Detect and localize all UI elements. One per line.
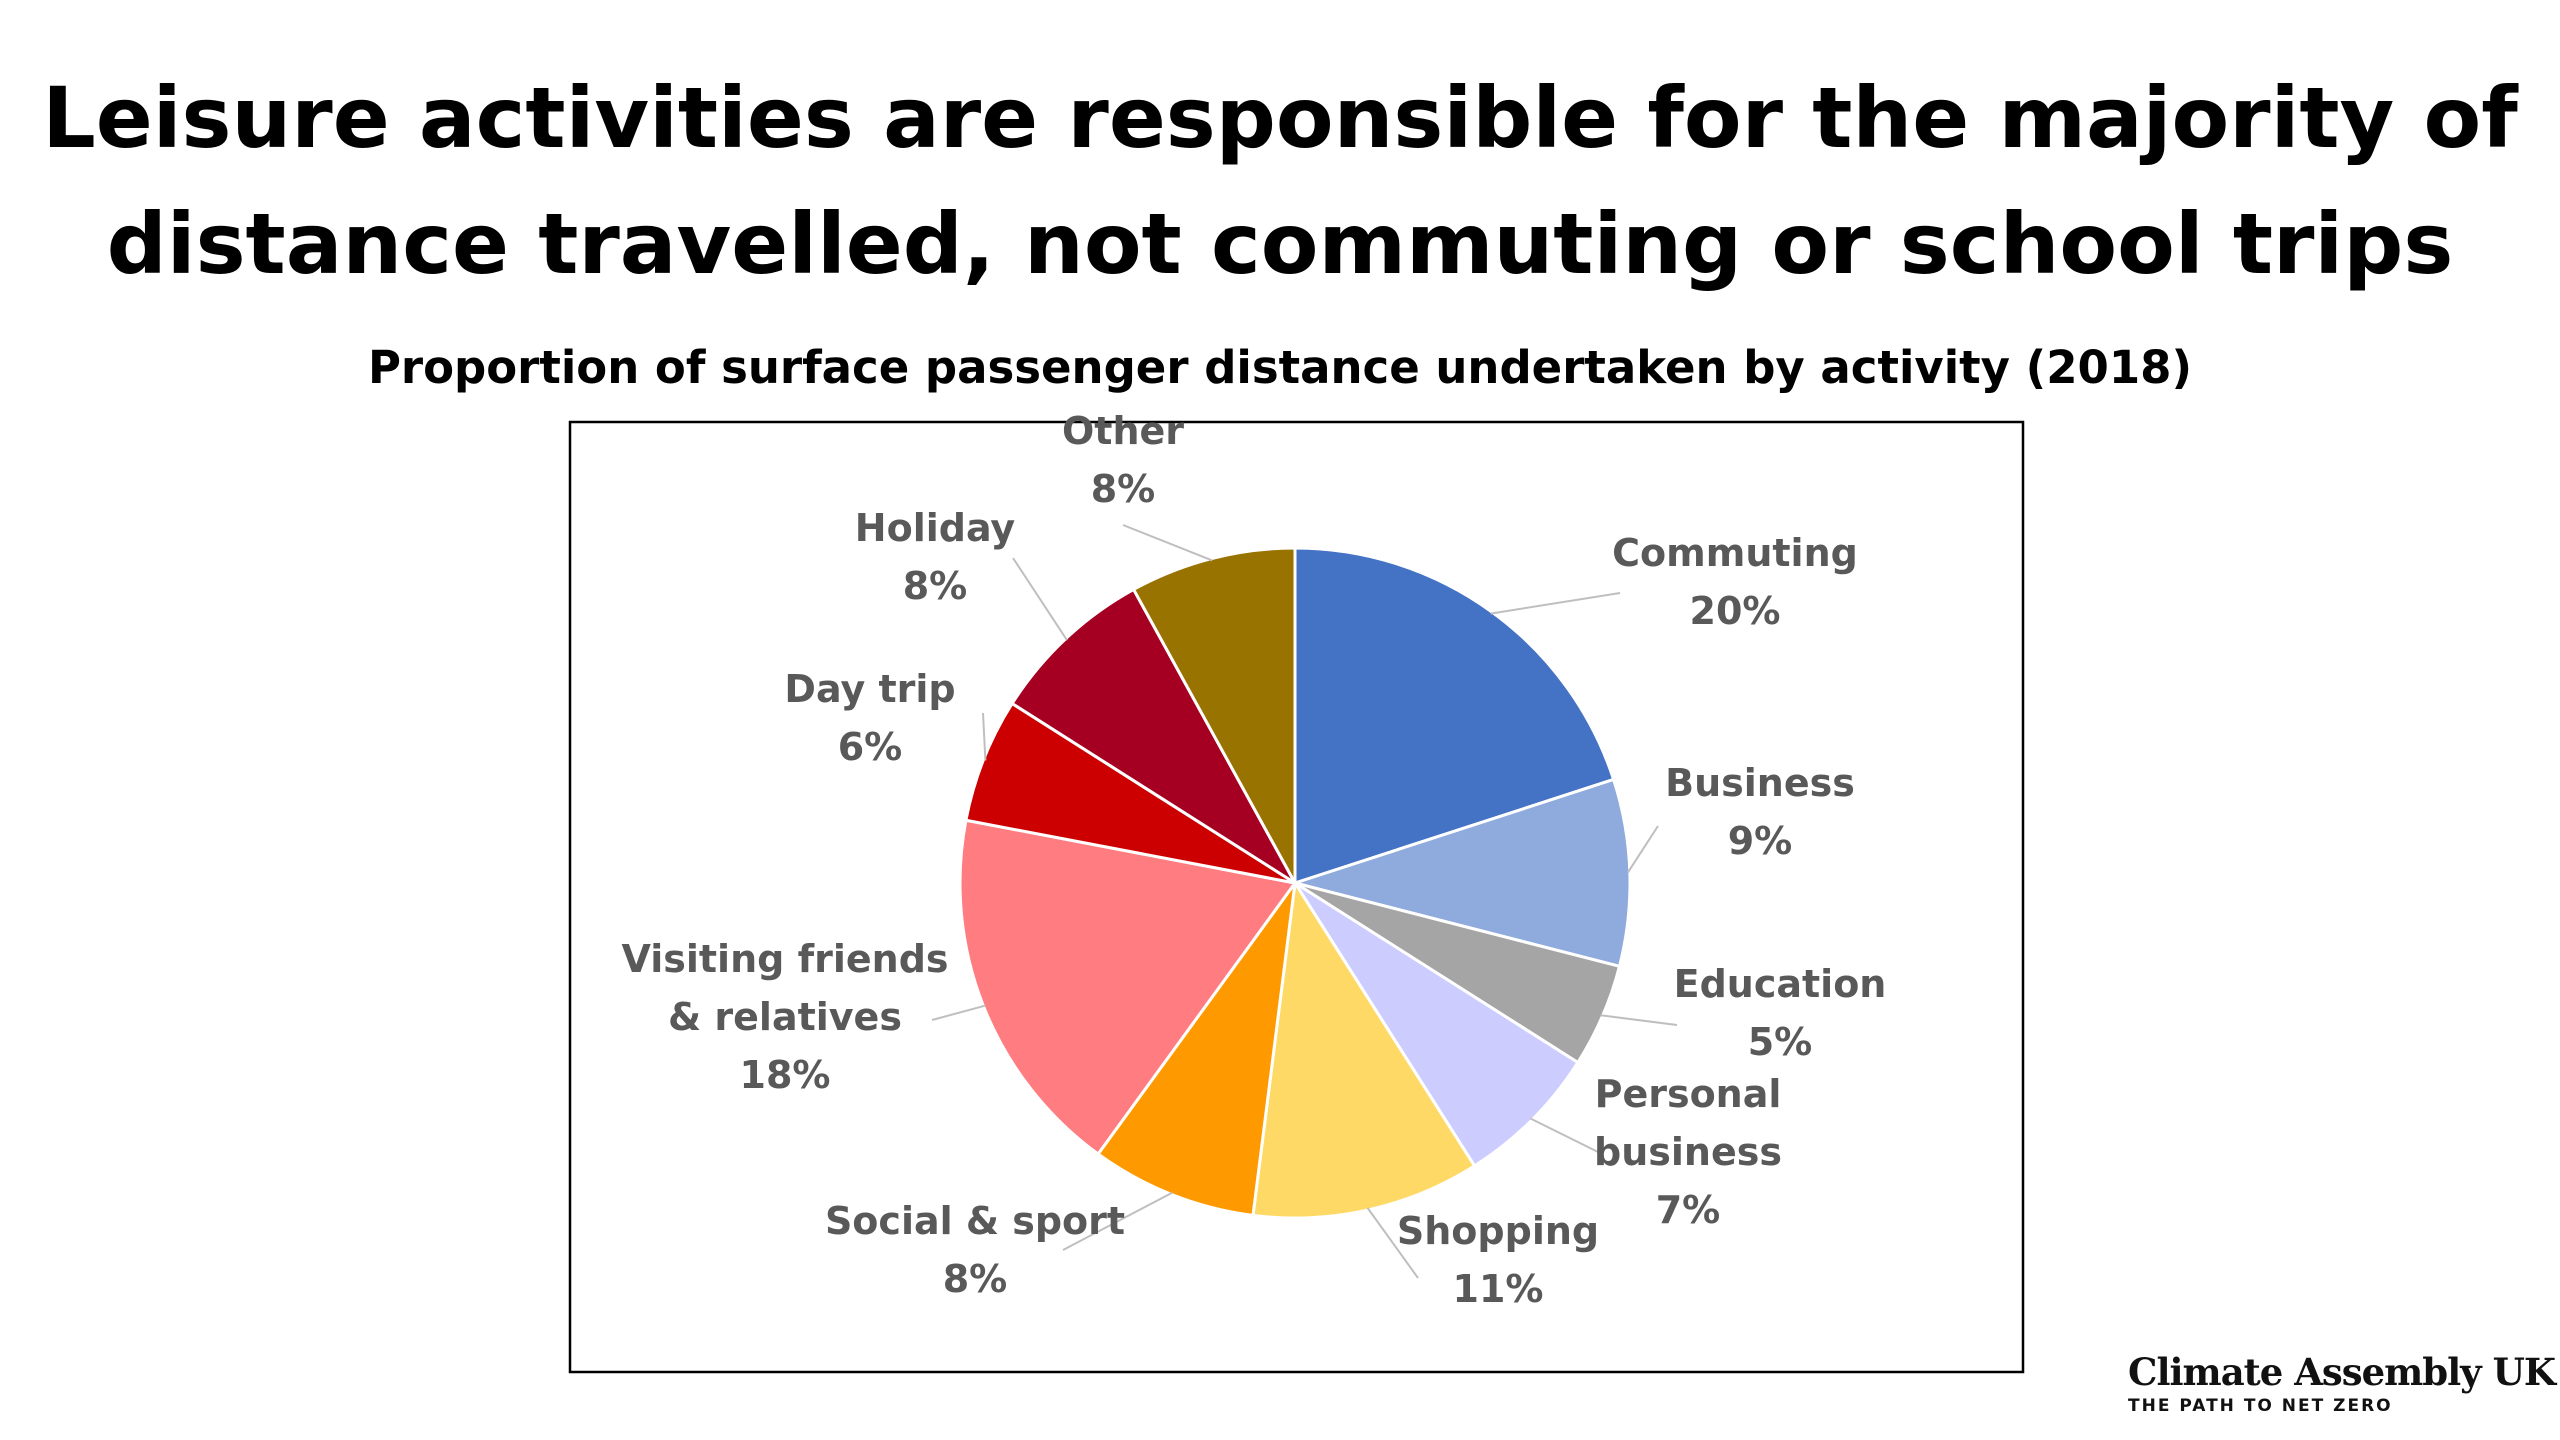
pie-slice-day-trip: [964, 701, 1297, 885]
data-label-category: Visiting friends: [621, 937, 948, 981]
leader-line-other: [1122, 524, 1213, 562]
data-label-category: Education: [1674, 962, 1887, 1006]
data-label-value: 8%: [903, 564, 968, 608]
data-label-value: 6%: [838, 725, 903, 769]
data-label-category: Business: [1665, 761, 1855, 805]
headline-line-2: distance travelled, not commuting or sch…: [106, 195, 2454, 293]
pie-slice-other: [1132, 546, 1297, 885]
leader-line-commuting: [1490, 592, 1621, 615]
brand-name: Climate Assembly UK: [2128, 1350, 2556, 1394]
brand-logo: Climate Assembly UK THE PATH TO NET ZERO: [2128, 1350, 2556, 1418]
data-label-value: 5%: [1748, 1020, 1813, 1064]
data-label-category: & relatives: [668, 995, 902, 1039]
data-label-value: 18%: [740, 1053, 831, 1097]
data-label-personal-business: Personal business 7%: [1594, 1072, 1782, 1232]
data-label-shopping: Shopping 11%: [1397, 1209, 1599, 1311]
pie-slice-business: [1293, 777, 1632, 968]
chart-title: Proportion of surface passenger distance…: [367, 341, 2193, 394]
data-label-category: Holiday: [855, 506, 1016, 550]
pie-slice-social-sport: [1096, 881, 1297, 1217]
data-label-value: 8%: [943, 1257, 1008, 1301]
leader-line-personal-business: [1530, 1117, 1599, 1153]
leader-line-social-sport: [1062, 1191, 1173, 1251]
data-label-day-trip: Day trip 6%: [784, 667, 955, 769]
pie-slices: [958, 546, 1632, 1220]
data-label-value: 9%: [1728, 819, 1793, 863]
leader-line-shopping: [1366, 1207, 1419, 1279]
data-label-value: 8%: [1091, 467, 1156, 511]
leader-line-holiday: [1012, 557, 1068, 641]
data-label-category: Personal: [1595, 1072, 1782, 1116]
leader-line-business: [1626, 825, 1659, 874]
data-label-category: Commuting: [1612, 531, 1858, 575]
data-label-education: Education 5%: [1674, 962, 1887, 1064]
data-label-category: Shopping: [1397, 1209, 1599, 1253]
data-label-value: 20%: [1690, 589, 1781, 633]
data-label-other: Other 8%: [1062, 409, 1184, 511]
data-label-commuting: Commuting 20%: [1612, 531, 1858, 633]
chart-frame: [568, 420, 2025, 1374]
leader-line-visiting-friends-relatives: [931, 1004, 986, 1021]
headline-line-1: Leisure activities are responsible for t…: [42, 69, 2518, 167]
data-label-category: Day trip: [784, 667, 955, 711]
data-label-category: Social & sport: [825, 1199, 1125, 1243]
headline: Leisure activities are responsible for t…: [0, 55, 2560, 307]
leader-line-day-trip: [982, 712, 987, 761]
pie-slice-commuting: [1293, 546, 1616, 885]
data-label-value: 11%: [1453, 1267, 1544, 1311]
data-label-value: 7%: [1656, 1188, 1721, 1232]
pie-leader-lines: [931, 524, 1678, 1279]
data-label-social-sport: Social & sport 8%: [825, 1199, 1125, 1301]
brand-tagline: THE PATH TO NET ZERO: [2128, 1396, 2393, 1416]
data-label-category: business: [1594, 1130, 1782, 1174]
data-label-category: Other: [1062, 409, 1184, 453]
data-label-holiday: Holiday 8%: [855, 506, 1016, 608]
pie-labels: Commuting 20% Business 9% Education 5% Persona…: [621, 409, 1886, 1311]
leader-line-education: [1600, 1014, 1678, 1026]
data-label-visiting-friends-relatives: Visiting friends & relatives 18%: [621, 937, 948, 1097]
data-label-business: Business 9%: [1665, 761, 1855, 863]
